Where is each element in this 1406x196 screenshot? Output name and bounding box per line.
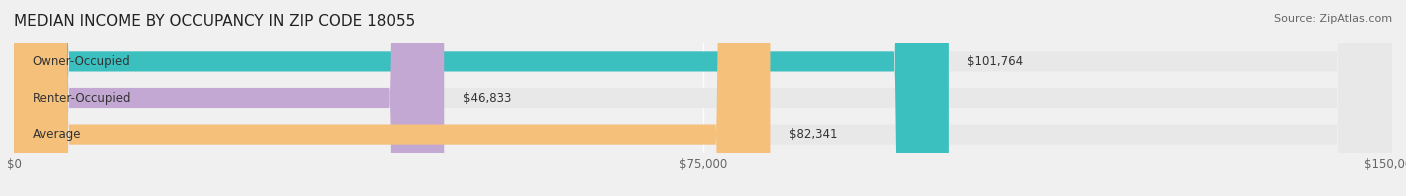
Text: Source: ZipAtlas.com: Source: ZipAtlas.com: [1274, 14, 1392, 24]
FancyBboxPatch shape: [14, 0, 1392, 196]
FancyBboxPatch shape: [14, 0, 770, 196]
FancyBboxPatch shape: [14, 0, 949, 196]
Text: MEDIAN INCOME BY OCCUPANCY IN ZIP CODE 18055: MEDIAN INCOME BY OCCUPANCY IN ZIP CODE 1…: [14, 14, 415, 29]
Text: Renter-Occupied: Renter-Occupied: [32, 92, 131, 104]
FancyBboxPatch shape: [14, 0, 444, 196]
Text: $101,764: $101,764: [967, 55, 1024, 68]
Text: Average: Average: [32, 128, 82, 141]
Text: $82,341: $82,341: [789, 128, 838, 141]
FancyBboxPatch shape: [14, 0, 1392, 196]
Text: Owner-Occupied: Owner-Occupied: [32, 55, 131, 68]
FancyBboxPatch shape: [14, 0, 1392, 196]
Text: $46,833: $46,833: [463, 92, 510, 104]
